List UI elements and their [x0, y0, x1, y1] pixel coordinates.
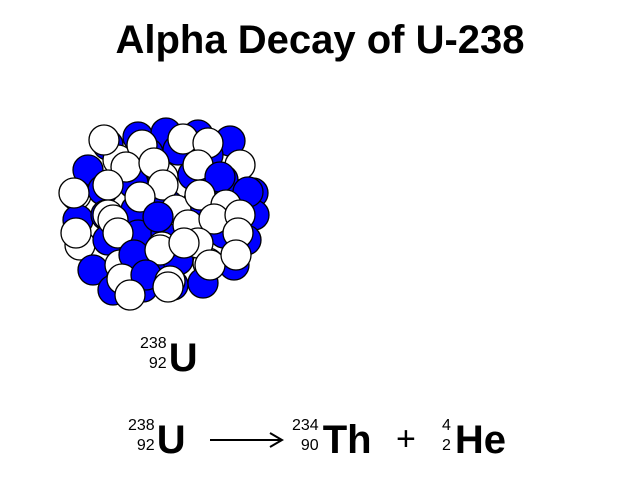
product-1-atomic: 90	[300, 437, 319, 454]
product-2-atomic: 2	[442, 437, 451, 454]
product-2-mass: 4	[442, 417, 451, 434]
product-thorium-nuclide: 234 90 Th	[292, 417, 372, 462]
nucleus-label-mass: 238	[140, 335, 167, 352]
plus-sign: +	[396, 420, 416, 458]
proton	[142, 201, 174, 233]
neutron	[92, 169, 124, 201]
neutron	[152, 271, 184, 303]
neutron	[60, 217, 92, 249]
reactant-nuclide: 238 92 U	[128, 417, 186, 462]
neutron	[220, 239, 252, 271]
neutron	[114, 279, 146, 311]
product-1-symbol: Th	[322, 418, 372, 462]
nucleus-label-symbol: U	[168, 336, 198, 380]
neutron	[124, 181, 156, 213]
neutron	[168, 227, 200, 259]
arrow-right-icon	[210, 432, 284, 448]
neutron	[88, 124, 120, 156]
page-title: Alpha Decay of U-238	[115, 18, 525, 62]
neutron	[102, 217, 134, 249]
product-helium-nuclide: 4 2 He	[442, 417, 507, 462]
nucleus-label-atomic: 92	[148, 355, 167, 372]
reactant-mass: 238	[128, 417, 155, 434]
product-1-mass: 234	[292, 417, 319, 434]
reactant-atomic: 92	[136, 437, 155, 454]
u238-nucleus-illustration	[58, 117, 270, 311]
neutron	[58, 177, 90, 209]
product-2-symbol: He	[454, 418, 507, 462]
reactant-symbol: U	[156, 418, 186, 462]
nucleus-label: 238 92 U	[140, 335, 198, 380]
